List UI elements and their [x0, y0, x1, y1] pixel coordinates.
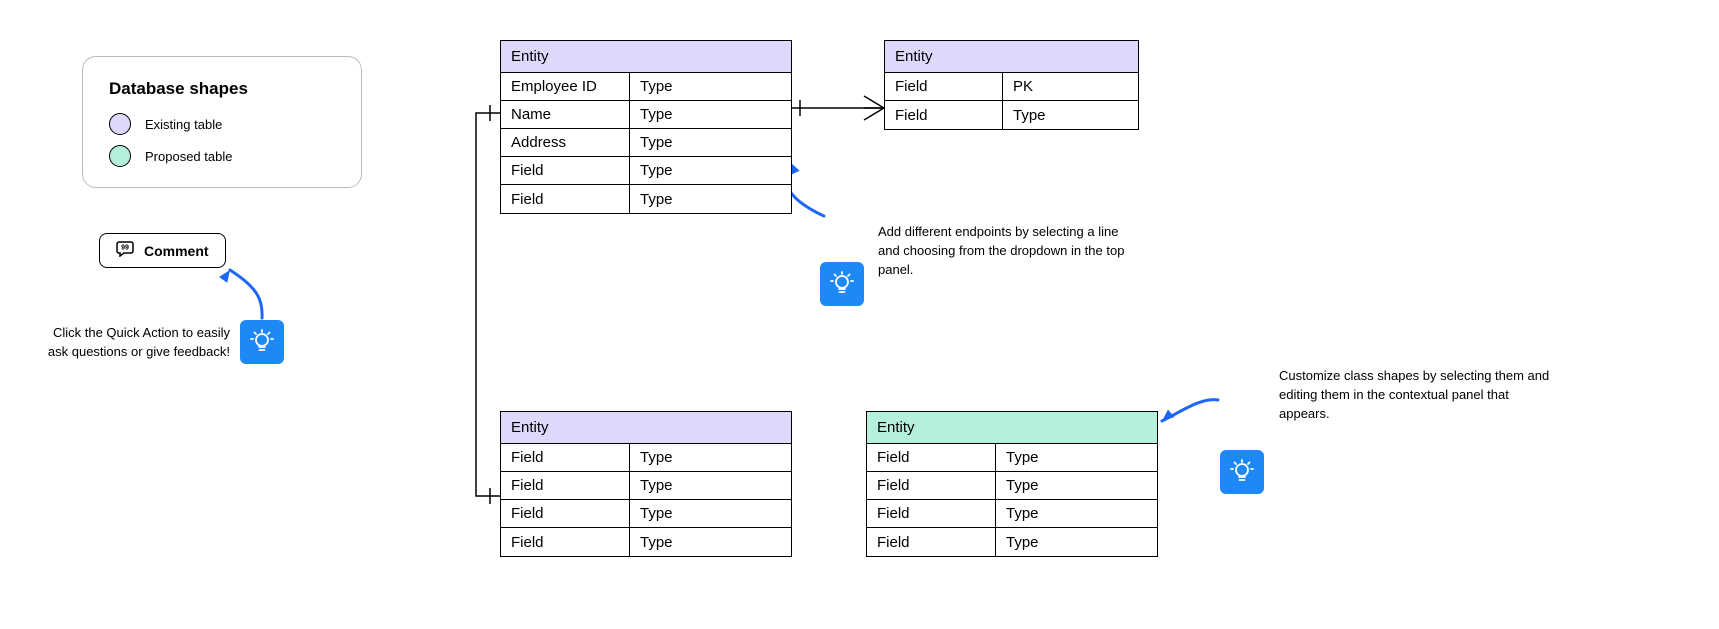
legend-label: Proposed table [145, 149, 232, 164]
entity-field-cell[interactable]: Field [501, 500, 630, 527]
entity-field-cell[interactable]: Field [885, 73, 1003, 100]
comment-icon: 99 [116, 241, 134, 260]
legend-card: Database shapes Existing table Proposed t… [82, 56, 362, 188]
entity-field-cell[interactable]: Field [501, 444, 630, 471]
entity-top-right[interactable]: EntityFieldPKFieldType [884, 40, 1139, 130]
entity-field-cell[interactable]: Field [501, 185, 630, 213]
entity-bottom-left[interactable]: EntityFieldTypeFieldTypeFieldTypeFieldTy… [500, 411, 792, 557]
entity-type-cell[interactable]: Type [996, 528, 1157, 556]
entity-type-cell[interactable]: Type [996, 500, 1157, 527]
entity-row[interactable]: FieldType [867, 444, 1157, 472]
entity-field-cell[interactable]: Employee ID [501, 73, 630, 100]
entity-type-cell[interactable]: Type [1003, 101, 1138, 129]
entity-type-cell[interactable]: Type [630, 157, 791, 184]
hint1-tip-icon [240, 320, 284, 364]
entity-row[interactable]: FieldType [501, 472, 791, 500]
hint3-arrow-head [1162, 409, 1174, 421]
legend-swatch [109, 113, 131, 135]
entity-field-cell[interactable]: Field [867, 444, 996, 471]
entity-type-cell[interactable]: Type [630, 73, 791, 100]
entity-type-cell[interactable]: Type [996, 444, 1157, 471]
entity-field-cell[interactable]: Field [501, 472, 630, 499]
legend-item: Existing table [109, 113, 335, 135]
legend-title: Database shapes [109, 79, 335, 99]
entity-top-left[interactable]: EntityEmployee IDTypeNameTypeAddressType… [500, 40, 792, 214]
entity-type-cell[interactable]: Type [630, 185, 791, 213]
entity-header[interactable]: Entity [501, 412, 791, 444]
hint2-text: Add different endpoints by selecting a l… [878, 223, 1138, 280]
hint1-arrow-head [219, 270, 230, 283]
entity-row[interactable]: NameType [501, 101, 791, 129]
entity-row[interactable]: FieldType [501, 185, 791, 213]
entity-field-cell[interactable]: Address [501, 129, 630, 156]
diagram-canvas[interactable]: Database shapes Existing table Proposed t… [0, 0, 1719, 629]
entity-field-cell[interactable]: Name [501, 101, 630, 128]
entity-type-cell[interactable]: Type [630, 444, 791, 471]
entity-field-cell[interactable]: Field [867, 528, 996, 556]
entity-bottom-right[interactable]: EntityFieldTypeFieldTypeFieldTypeFieldTy… [866, 411, 1158, 557]
entity-type-cell[interactable]: Type [630, 500, 791, 527]
entity-type-cell[interactable]: PK [1003, 73, 1138, 100]
entity-header[interactable]: Entity [867, 412, 1157, 444]
entity-type-cell[interactable]: Type [630, 528, 791, 556]
legend-item: Proposed table [109, 145, 335, 167]
lightbulb-icon [248, 328, 276, 356]
svg-text:99: 99 [121, 245, 129, 252]
entity-row[interactable]: FieldType [885, 101, 1138, 129]
hint3-tip-icon [1220, 450, 1264, 494]
hint1-text: Click the Quick Action to easily ask que… [30, 324, 230, 362]
entity-row[interactable]: AddressType [501, 129, 791, 157]
entity-row[interactable]: FieldType [867, 472, 1157, 500]
entity-field-cell[interactable]: Field [501, 157, 630, 184]
entity-field-cell[interactable]: Field [867, 500, 996, 527]
entity-field-cell[interactable]: Field [885, 101, 1003, 129]
hint3-arrow [1162, 400, 1218, 421]
lightbulb-icon [828, 270, 856, 298]
entity-header[interactable]: Entity [885, 41, 1138, 73]
entity-row[interactable]: FieldType [501, 528, 791, 556]
entity-row[interactable]: FieldType [501, 444, 791, 472]
entity-type-cell[interactable]: Type [630, 472, 791, 499]
entity-type-cell[interactable]: Type [630, 101, 791, 128]
entity-row[interactable]: FieldType [867, 528, 1157, 556]
entity-type-cell[interactable]: Type [630, 129, 791, 156]
entity-row[interactable]: FieldType [501, 500, 791, 528]
hint3-text: Customize class shapes by selecting them… [1279, 367, 1562, 424]
connector-crow-foot [864, 96, 884, 120]
entity-header[interactable]: Entity [501, 41, 791, 73]
entity-type-cell[interactable]: Type [996, 472, 1157, 499]
legend-swatch [109, 145, 131, 167]
entity-row[interactable]: FieldType [501, 157, 791, 185]
entity-row[interactable]: Employee IDType [501, 73, 791, 101]
entity-field-cell[interactable]: Field [867, 472, 996, 499]
hint2-tip-icon [820, 262, 864, 306]
entity-row[interactable]: FieldType [867, 500, 1157, 528]
lightbulb-icon [1228, 458, 1256, 486]
connector-elbow [476, 113, 500, 496]
legend-label: Existing table [145, 117, 222, 132]
comment-button[interactable]: 99 Comment [99, 233, 226, 268]
comment-button-label: Comment [144, 243, 209, 259]
hint1-arrow [230, 270, 262, 318]
entity-row[interactable]: FieldPK [885, 73, 1138, 101]
entity-field-cell[interactable]: Field [501, 528, 630, 556]
